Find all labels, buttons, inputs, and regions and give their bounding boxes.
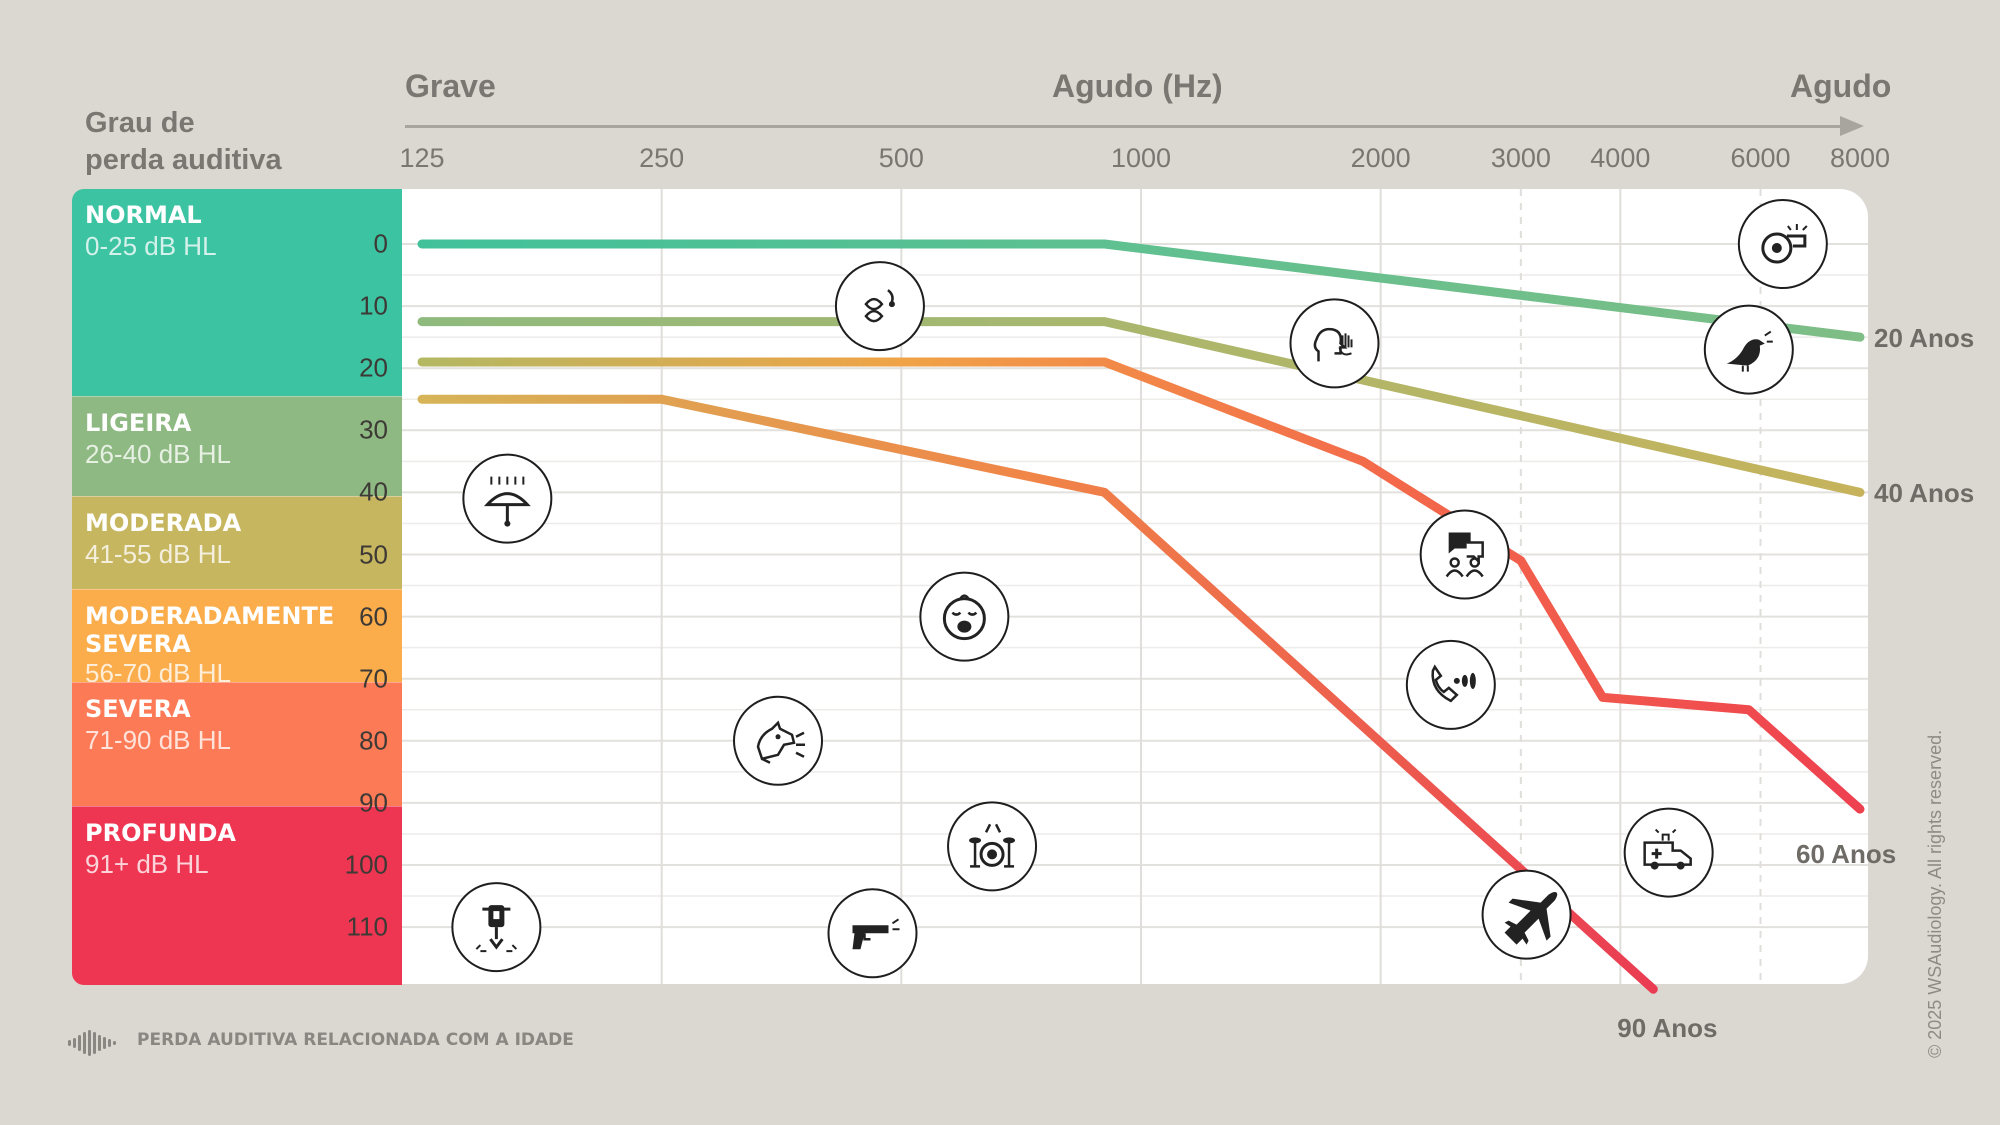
category-range: 71-90 dB HL <box>85 724 231 755</box>
footer-caption: PERDA AUDITIVA RELACIONADA COM A IDADE <box>137 1030 574 1050</box>
high-frequency-label: Agudo <box>1790 68 1892 104</box>
category-block-4: MODERADAMENTE SEVERA 56-70 dB HL <box>72 588 402 688</box>
telephone-icon <box>1405 639 1496 730</box>
frequency-axis-title: Agudo (Hz) <box>1052 68 1223 104</box>
category-name: LIGEIRA <box>85 409 192 438</box>
x-tick-label: 125 <box>399 143 445 173</box>
degree-axis-title: Grau de perda auditiva <box>85 107 282 176</box>
category-block-6: PROFUNDA 91+ dB HL <box>72 806 402 985</box>
x-tick-label: 2000 <box>1350 143 1411 173</box>
y-tick-label: 0 <box>373 228 388 259</box>
y-tick-label: 40 <box>359 476 388 507</box>
x-tick-label: 6000 <box>1730 143 1791 173</box>
barking-dog-icon <box>733 695 824 786</box>
airplane-icon <box>1481 869 1572 960</box>
category-block-3: MODERADA 41-55 dB HL <box>72 495 402 590</box>
y-tick-label: 90 <box>359 787 388 818</box>
category-block-1: NORMAL 0-25 dB HL <box>72 189 402 397</box>
y-tick-label: 80 <box>359 725 388 756</box>
category-name: PROFUNDA <box>85 819 236 847</box>
sound-wave-logo-icon <box>68 1030 116 1056</box>
series-line-40-anos <box>417 317 1865 497</box>
x-tick-label: 500 <box>878 143 924 173</box>
x-tick-label: 1000 <box>1110 143 1172 173</box>
x-tick-label: 4000 <box>1590 143 1651 173</box>
category-name: MODERADAMENTE SEVERA <box>85 601 335 658</box>
age-label: 20 Anos <box>1874 323 1975 354</box>
y-tick-label: 100 <box>344 849 388 880</box>
y-tick-label: 20 <box>359 352 388 383</box>
category-range: 41-55 dB HL <box>85 538 231 569</box>
age-label: 60 Anos <box>1796 839 1897 870</box>
age-label: 90 Anos <box>1617 1013 1718 1044</box>
age-label: 40 Anos <box>1874 478 1975 509</box>
category-block-5: SEVERA 71-90 dB HL <box>72 681 402 807</box>
y-tick-label: 60 <box>359 601 388 632</box>
category-block-2: LIGEIRA 26-40 dB HL <box>72 396 402 497</box>
series-line-90-anos <box>417 394 1658 994</box>
x-tick-label: 8000 <box>1829 143 1891 173</box>
category-name: NORMAL <box>85 201 202 229</box>
series-line-60-anos <box>417 357 1865 814</box>
series-line-20-anos <box>417 239 1865 342</box>
y-tick-label: 50 <box>359 539 388 569</box>
y-tick-label: 10 <box>359 290 388 321</box>
crying-baby-icon <box>919 571 1010 662</box>
copyright-notice: © 2025 WSAudiology. All rights reserved. <box>1925 729 1945 1058</box>
category-name: SEVERA <box>85 694 191 723</box>
y-tick-label: 30 <box>359 414 388 445</box>
jackhammer-icon <box>451 882 542 973</box>
frequency-arrow-line <box>405 125 1855 128</box>
bird-icon <box>1703 304 1794 395</box>
frequency-arrow-head-icon <box>1840 116 1864 136</box>
category-name: MODERADA <box>85 508 242 537</box>
rain-umbrella-icon <box>462 453 553 544</box>
conversation-icon <box>1419 509 1510 600</box>
category-range: 91+ dB HL <box>85 849 209 879</box>
whisper-icon <box>1289 298 1380 389</box>
category-range: 26-40 dB HL <box>85 439 231 470</box>
drum-kit-icon <box>947 801 1038 892</box>
y-tick-label: 110 <box>346 911 388 942</box>
category-range: 0-25 dB HL <box>85 231 217 261</box>
x-tick-label: 3000 <box>1490 143 1551 173</box>
whistle-icon <box>1737 199 1828 289</box>
ambulance-icon <box>1623 807 1714 898</box>
sound-example-icons <box>451 199 1828 979</box>
leaves-rustling-icon <box>834 261 925 352</box>
y-tick-label: 70 <box>359 663 388 694</box>
low-frequency-label: Grave <box>405 68 496 104</box>
gunshot-icon <box>827 888 918 979</box>
x-tick-label: 250 <box>639 143 685 173</box>
